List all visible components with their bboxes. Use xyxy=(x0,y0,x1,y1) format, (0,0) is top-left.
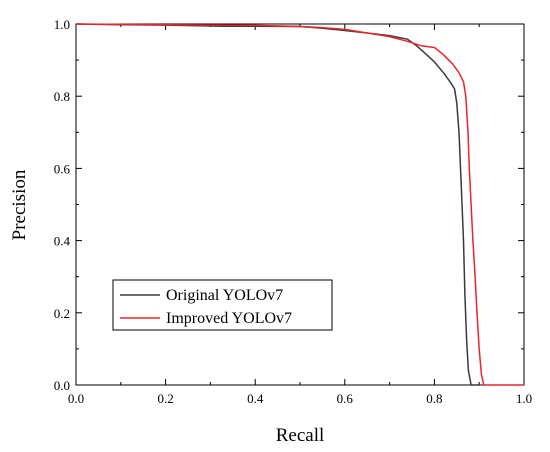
y-tick-labels: 0.0 0.2 0.4 0.6 0.8 1.0 xyxy=(54,17,71,393)
x-tick-label: 0.4 xyxy=(247,391,264,406)
x-tick-label: 0.0 xyxy=(68,391,84,406)
y-tick-label: 0.6 xyxy=(54,161,71,176)
y-axis-title: Precision xyxy=(9,169,30,240)
legend-label-improved: Improved YOLOv7 xyxy=(166,310,292,327)
y-tick-label: 0.0 xyxy=(54,378,70,393)
x-tick-label: 0.8 xyxy=(426,391,442,406)
y-tick-label: 1.0 xyxy=(54,17,70,32)
axis-ticks xyxy=(75,23,525,386)
legend: Original YOLOv7 Improved YOLOv7 xyxy=(112,279,333,331)
x-tick-labels: 0.0 0.2 0.4 0.6 0.8 1.0 xyxy=(68,391,532,406)
series-line-improved xyxy=(75,23,524,386)
series-lines xyxy=(75,23,524,386)
legend-box xyxy=(112,279,333,331)
x-tick-label: 0.2 xyxy=(157,391,173,406)
x-tick-label: 0.6 xyxy=(337,391,354,406)
legend-label-original: Original YOLOv7 xyxy=(166,287,283,304)
y-tick-label: 0.8 xyxy=(54,89,70,104)
x-axis-title: Recall xyxy=(276,425,325,446)
plot-frame xyxy=(75,23,525,386)
y-tick-label: 0.2 xyxy=(54,306,70,321)
y-tick-label: 0.4 xyxy=(54,234,71,249)
series-line-original xyxy=(75,23,480,386)
x-tick-label: 1.0 xyxy=(516,391,532,406)
